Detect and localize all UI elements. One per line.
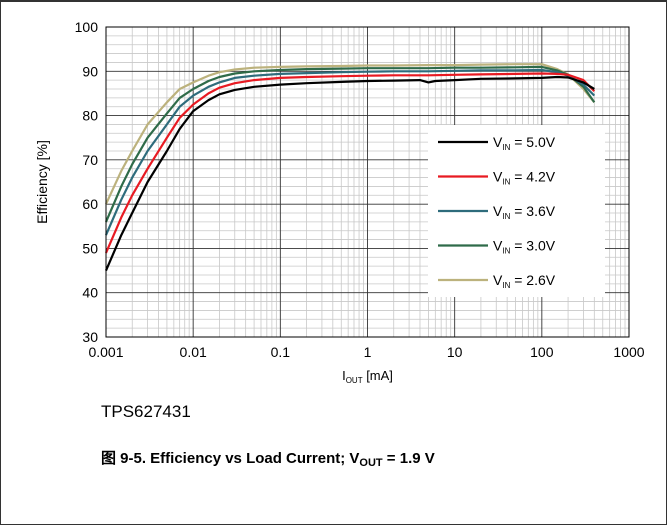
y-tick-label: 90 <box>82 63 98 79</box>
y-tick-label: 100 <box>75 19 99 35</box>
legend-label: VIN = 3.0V <box>493 238 556 256</box>
series-line <box>104 75 595 272</box>
legend-label-v: V <box>493 169 503 185</box>
legend-label-value: = 3.0V <box>510 238 555 254</box>
y-axis-label: Efficiency [%] <box>34 140 50 224</box>
part-number: TPS627431 <box>101 402 191 421</box>
legend-label-sub: IN <box>502 143 510 152</box>
x-axis-label-tail: [mA] <box>363 368 393 383</box>
legend-label-sub: IN <box>502 178 510 187</box>
x-axis-label: IOUT [mA] <box>342 368 393 385</box>
caption-sub: OUT <box>359 457 383 469</box>
legend-label-value: = 3.6V <box>510 203 555 219</box>
legend-label-sub: IN <box>502 247 510 256</box>
y-tick-labels: 30 40 50 60 70 80 90 100 <box>75 19 99 345</box>
legend-label: VIN = 3.6V <box>493 203 556 221</box>
plot-lines <box>104 63 596 272</box>
y-tick-label: 60 <box>82 196 98 212</box>
legend-label-value: = 4.2V <box>510 169 555 185</box>
legend-label: VIN = 4.2V <box>493 169 556 187</box>
series-line <box>104 72 596 254</box>
legend-label-v: V <box>493 238 503 254</box>
y-tick-label: 80 <box>82 108 98 124</box>
series-line <box>104 65 596 223</box>
x-axis-label-main: I <box>342 368 346 383</box>
legend-label-v: V <box>493 203 503 219</box>
series-line <box>105 63 596 205</box>
x-tick-labels: 0.001 0.01 0.1 1 10 100 1000 <box>88 344 644 360</box>
y-tick-label: 50 <box>82 240 98 256</box>
legend-label-v: V <box>493 272 503 288</box>
legend-label-value: = 5.0V <box>510 134 555 150</box>
y-tick-label: 30 <box>82 329 98 345</box>
x-tick-label: 1000 <box>613 344 644 360</box>
plot-frame <box>105 26 630 338</box>
y-tick-label: 40 <box>82 285 98 301</box>
x-tick-label: 0.01 <box>180 344 207 360</box>
x-tick-label: 0.1 <box>271 344 291 360</box>
figure-caption: 图 9-5. Efficiency vs Load Current; VOUT … <box>101 447 435 469</box>
x-tick-label: 0.001 <box>88 344 123 360</box>
series-line <box>104 68 596 236</box>
x-axis-label-sub: OUT <box>346 376 363 385</box>
legend-label-sub: IN <box>502 281 510 290</box>
legend-label: VIN = 2.6V <box>493 272 556 290</box>
y-tick-label: 70 <box>82 152 98 168</box>
legend-label-value: = 2.6V <box>510 272 555 288</box>
caption-suffix: = 1.9 V <box>382 450 435 467</box>
legend-label: VIN = 5.0V <box>493 134 556 152</box>
legend-label-v: V <box>493 134 503 150</box>
x-tick-label: 1 <box>364 344 372 360</box>
x-tick-label: 10 <box>447 344 463 360</box>
legend-label-sub: IN <box>502 212 510 221</box>
caption-prefix: 图 9-5. Efficiency vs Load Current; V <box>101 450 360 467</box>
efficiency-chart: 0.001 0.01 0.1 1 10 100 1000 30 40 50 60 70 80 90 100… <box>34 19 645 385</box>
x-tick-label: 100 <box>530 344 554 360</box>
